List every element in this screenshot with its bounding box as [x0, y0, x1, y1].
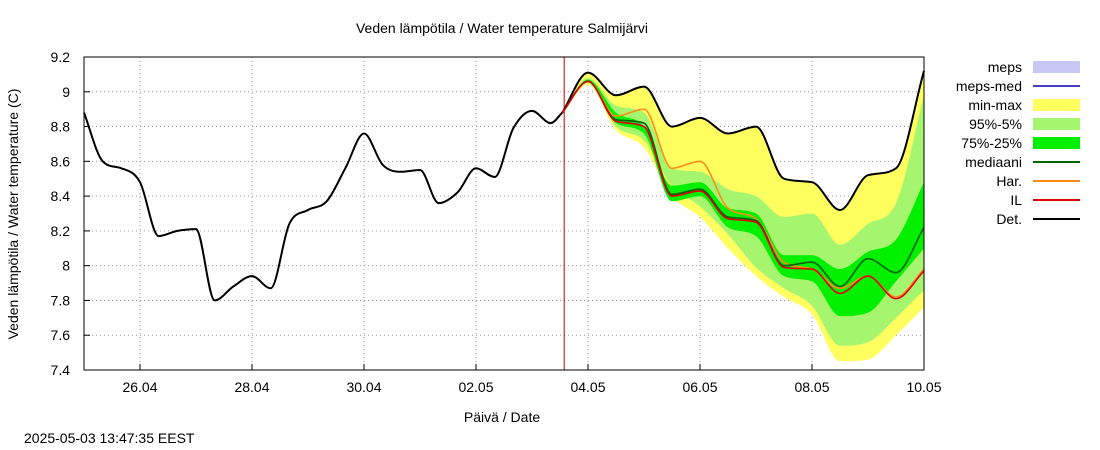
- frame-layer: [83, 56, 925, 371]
- y-tick-label: 8: [62, 258, 70, 274]
- band-layer: [562, 70, 924, 362]
- x-tick-label: 26.04: [122, 379, 157, 395]
- x-axis-label: Päivä / Date: [464, 409, 540, 425]
- legend-swatch: [1033, 118, 1080, 130]
- x-tick-label: 10.05: [906, 379, 941, 395]
- line-layer: [83, 57, 925, 370]
- x-tick-label: 06.05: [682, 379, 717, 395]
- tick-layer: 7.4 7.6 7.8 8 8.2 8.4 8.6 8.8 9 9.2 26.04 28.04 30.0…: [51, 49, 942, 395]
- x-tick-label: 30.04: [346, 379, 381, 395]
- legend-swatch: [1033, 137, 1080, 149]
- plot-frame: [83, 56, 925, 371]
- legend-swatch: [1033, 99, 1080, 111]
- x-tick-label: 04.05: [570, 379, 605, 395]
- legend-label: 95%-5%: [969, 116, 1022, 132]
- series-line-il: [561, 80, 925, 300]
- y-axis-label: Veden lämpötila / Water temperature (C): [5, 89, 21, 340]
- legend-label: meps: [988, 59, 1022, 75]
- legend-label: min-max: [968, 97, 1022, 113]
- legend-label: mediaani: [965, 154, 1022, 170]
- y-tick-label: 8.8: [51, 119, 71, 135]
- observed-line: [83, 109, 563, 302]
- y-tick-label: 7.4: [51, 362, 71, 378]
- legend-swatch: [1033, 61, 1080, 73]
- legend-label: IL: [1010, 192, 1022, 208]
- legend: meps meps-med min-max 95%-5% 75%-25% mediaani…: [956, 59, 1080, 227]
- x-tick-label: 28.04: [234, 379, 269, 395]
- x-tick-label: 02.05: [458, 379, 493, 395]
- legend-label: 75%-25%: [961, 135, 1022, 151]
- chart-title: Veden lämpötila / Water temperature Salm…: [356, 20, 648, 36]
- y-tick-label: 8.2: [51, 223, 71, 239]
- y-tick-label: 8.6: [51, 153, 71, 169]
- y-tick-label: 9.2: [51, 49, 71, 65]
- y-tick-label: 9: [62, 84, 70, 100]
- y-tick-label: 7.6: [51, 327, 71, 343]
- series-line-mediaani: [561, 80, 925, 288]
- y-tick-label: 7.8: [51, 292, 71, 308]
- legend-label: meps-med: [956, 78, 1022, 94]
- x-tick-label: 08.05: [794, 379, 829, 395]
- timestamp: 2025-05-03 13:47:35 EEST: [24, 430, 195, 446]
- series-line-det-: [561, 70, 925, 211]
- y-tick-label: 8.4: [51, 188, 71, 204]
- legend-label: Det.: [996, 211, 1022, 227]
- legend-label: Har.: [996, 173, 1022, 189]
